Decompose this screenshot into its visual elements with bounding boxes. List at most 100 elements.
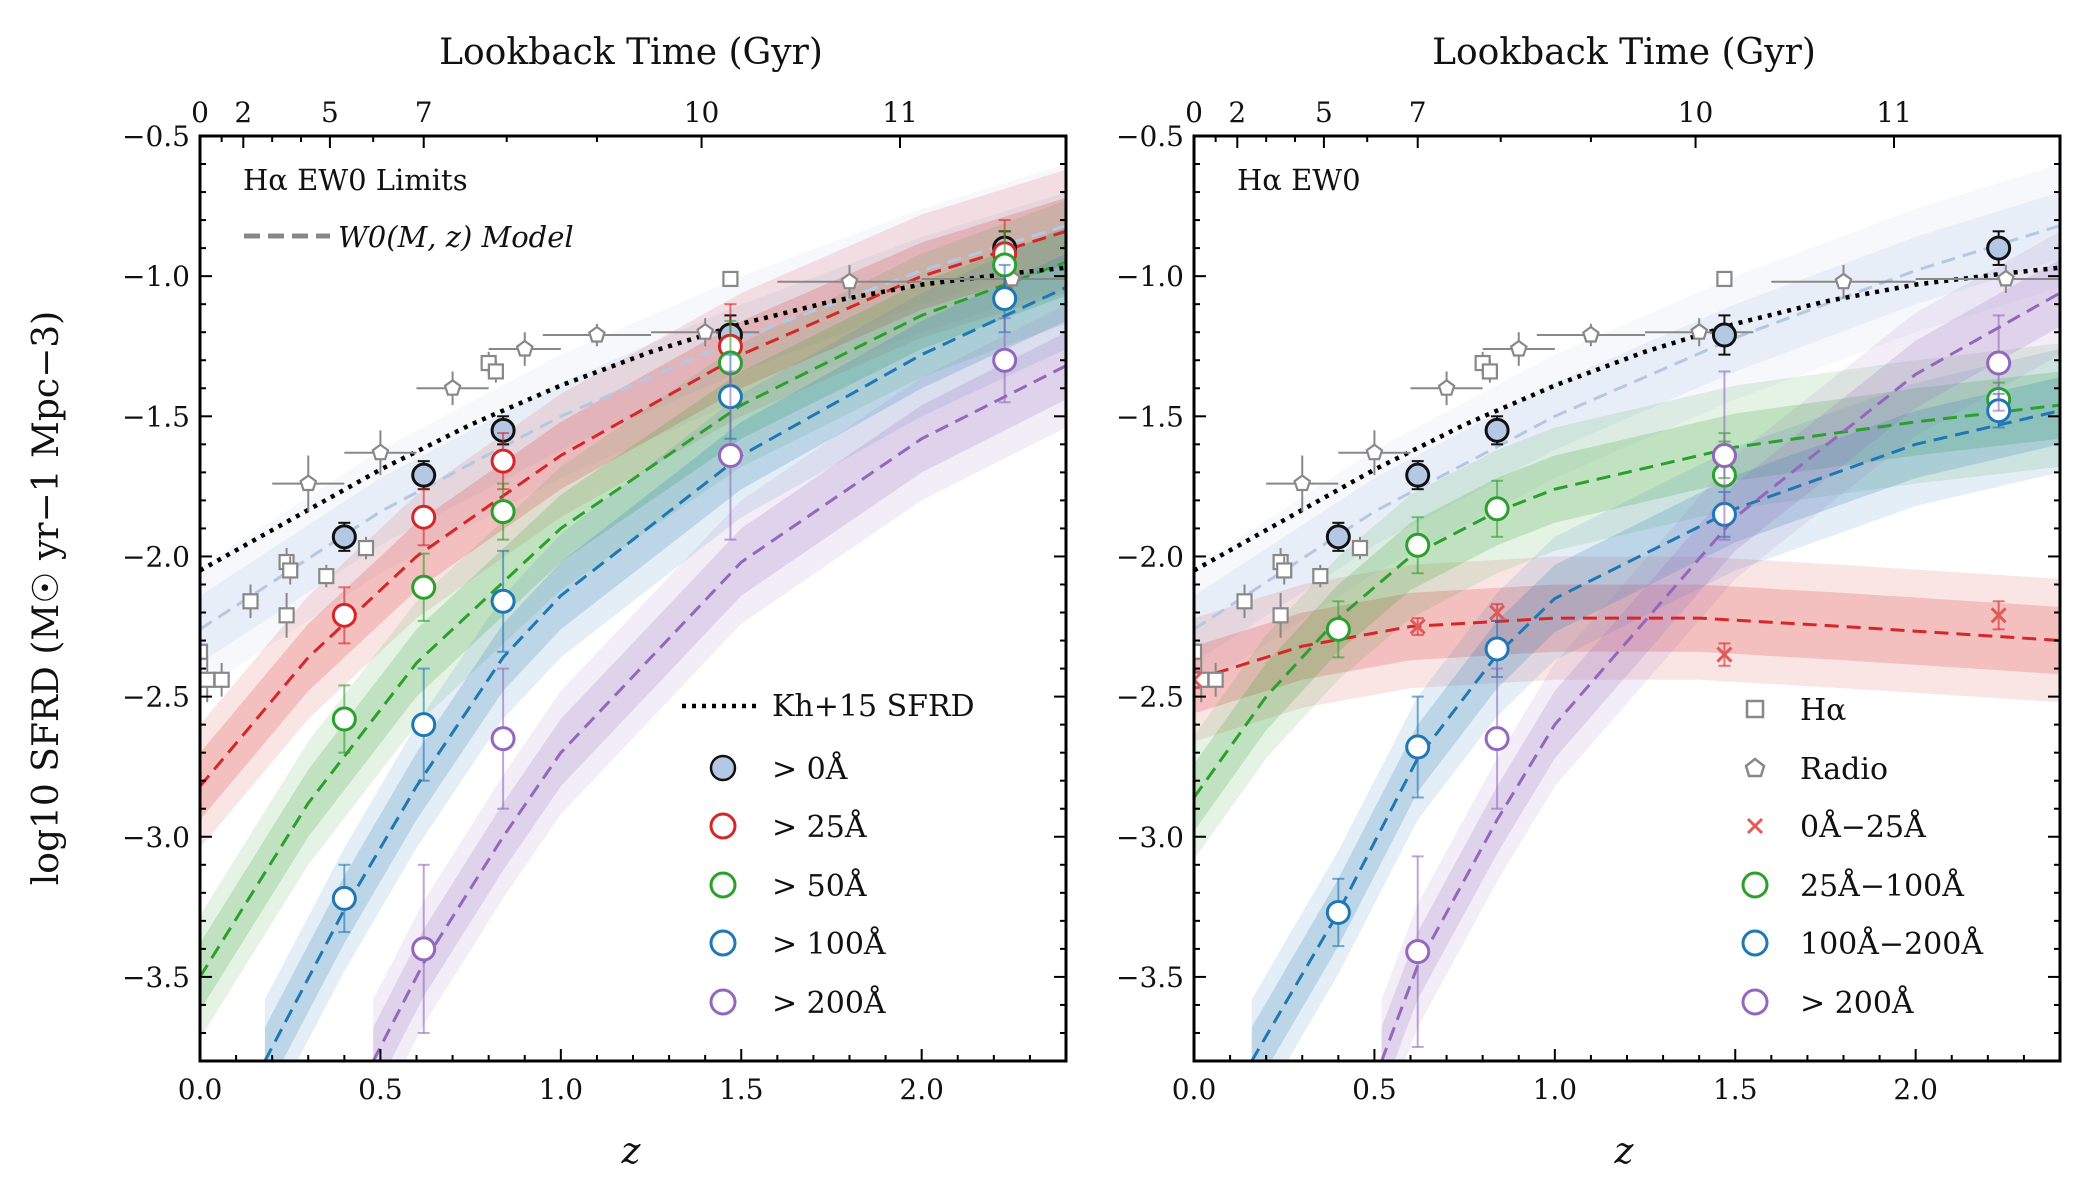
- halpha-point: [213, 671, 230, 688]
- left-legend-swatch-gt50: [709, 871, 737, 899]
- left-top-axis-title: Lookback Time (Gyr): [439, 32, 823, 73]
- right-x-axis-title: z: [1614, 1131, 1635, 1172]
- top-tick-label: 11: [1876, 96, 1912, 129]
- left-legend-label-gt25: > 25Å: [772, 809, 867, 845]
- x-tick-label: 1.5: [719, 1073, 764, 1106]
- point-gt200: [490, 726, 516, 752]
- model-band-gt50: [200, 200, 1066, 1039]
- point-gt100: [411, 712, 437, 738]
- point-all: [1405, 462, 1431, 488]
- y-tick-label: −3.0: [122, 821, 190, 854]
- radio-point: [515, 339, 534, 357]
- point-gt100: [1484, 636, 1510, 662]
- halpha-point: [1236, 593, 1253, 610]
- point-gt200: [411, 936, 437, 962]
- y-tick-label: −0.5: [122, 120, 190, 153]
- model-legend-label: W0(M, z) Model: [338, 220, 574, 254]
- radio-point: [696, 322, 715, 340]
- top-tick-label: 0: [191, 96, 209, 129]
- halpha-point: [1194, 643, 1203, 660]
- radio-point: [1834, 272, 1853, 290]
- right-legend-swatch-100-200: [1741, 929, 1769, 957]
- halpha-point: [1481, 363, 1498, 380]
- point-gt25: [411, 504, 437, 530]
- point-gt100: [490, 588, 516, 614]
- point-gt25: [490, 448, 516, 474]
- right-legend-label-halpha: Hα: [1800, 693, 1846, 728]
- top-tick-label: 7: [1409, 96, 1427, 129]
- x-tick-label: 2.0: [1893, 1073, 1938, 1106]
- x-tick-label: 1.0: [539, 1073, 584, 1106]
- model-band-gt25: [1194, 584, 2060, 714]
- top-tick-label: 0: [1185, 96, 1203, 129]
- right-legend-swatch-gt200: [1741, 988, 1769, 1016]
- model-band-gt50: [1194, 371, 2060, 832]
- left-legend-label-gt50: > 50Å: [772, 868, 867, 904]
- right-legend-label-0-25: 0Å−25Å: [1800, 809, 1926, 845]
- radio-point: [1293, 474, 1312, 492]
- radio-point: [840, 272, 859, 290]
- left-panel-label: Hα EW0 Limits: [243, 163, 468, 197]
- left-legend-kh15-label: Kh+15 SFRD: [772, 689, 975, 724]
- left-x-axis-title: z: [621, 1131, 642, 1172]
- top-tick-label: 5: [321, 96, 339, 129]
- point-gt100: [1405, 734, 1431, 760]
- point-gt200: [1986, 350, 2012, 376]
- halpha-point: [1276, 562, 1293, 579]
- model-band-gt200: [1381, 231, 2060, 1061]
- plot-area-left: [200, 164, 1066, 1061]
- point-gt25: [1194, 671, 1203, 682]
- model-line-gt100: [1250, 409, 2060, 1061]
- top-tick-label: 10: [684, 96, 720, 129]
- point-gt50: [1405, 532, 1431, 558]
- point-gt100: [331, 885, 357, 911]
- point-all: [1484, 417, 1510, 443]
- halpha-point: [1272, 607, 1289, 624]
- model-band-gt25: [200, 169, 1066, 849]
- point-all: [1986, 235, 2012, 261]
- top-tick-label: 2: [234, 96, 252, 129]
- left-model-legend: W0(M, z) Model: [244, 220, 574, 254]
- halpha-point: [357, 539, 375, 557]
- right-legend-label-radio: Radio: [1800, 752, 1888, 787]
- point-gt200: [1405, 939, 1431, 965]
- point-gt50: [1325, 616, 1351, 642]
- halpha-point: [487, 363, 504, 380]
- x-tick-label: 1.0: [1533, 1073, 1578, 1106]
- radio-point: [1582, 325, 1600, 343]
- model-band-gt100: [1251, 377, 2060, 1061]
- radio-point: [443, 378, 462, 396]
- model-band-gt100: [264, 225, 1066, 1061]
- left-legend-label-gt200: > 200Å: [772, 985, 886, 1021]
- y-tick-label: −2.0: [1116, 540, 1184, 573]
- top-tick-label: 10: [1678, 96, 1714, 129]
- y-tick-label: −1.5: [1116, 400, 1184, 433]
- x-tick-label: 0.0: [178, 1073, 223, 1106]
- left-legend-swatch-all: [709, 754, 737, 782]
- point-gt200: [717, 443, 743, 469]
- y-tick-label: −1.0: [1116, 260, 1184, 293]
- kh15-curve: [1194, 265, 2060, 573]
- y-tick-label: −1.5: [122, 400, 190, 433]
- y-tick-label: −2.5: [1116, 681, 1184, 714]
- x-tick-label: 0.5: [358, 1073, 403, 1106]
- model-line-gt100: [263, 286, 1066, 1061]
- point-gt100: [992, 286, 1018, 312]
- left-legend-swatch-gt100: [709, 929, 737, 957]
- point-gt25: [1716, 646, 1733, 663]
- right-legend-swatch-0-25: [1746, 817, 1764, 835]
- model-band-gt50: [200, 228, 1066, 1011]
- halpha-point: [318, 567, 335, 585]
- top-tick-label: 2: [1228, 96, 1246, 129]
- point-gt100: [1325, 899, 1351, 925]
- top-tick-label: 5: [1315, 96, 1333, 129]
- radio-point: [1365, 443, 1384, 461]
- right-legend-swatch-radio: [1744, 757, 1766, 778]
- model-band-all: [200, 192, 1066, 663]
- point-gt200: [992, 347, 1018, 373]
- model-band-gt25: [200, 197, 1066, 820]
- left-legend-swatch-gt25: [709, 812, 737, 840]
- left-legend: Kh+15 SFRD > 0Å > 25Å > 50Å > 100Å > 200…: [682, 689, 975, 1021]
- point-gt25: [1990, 607, 2007, 624]
